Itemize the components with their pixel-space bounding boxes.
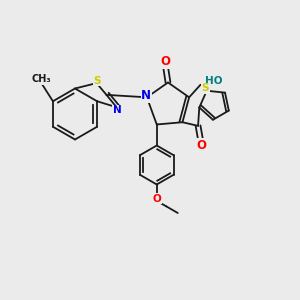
Text: S: S	[94, 76, 101, 86]
Text: O: O	[152, 194, 161, 204]
Text: N: N	[141, 89, 151, 102]
Text: N: N	[113, 105, 122, 115]
Text: S: S	[202, 83, 209, 93]
Text: HO: HO	[205, 76, 223, 86]
Text: O: O	[196, 139, 206, 152]
Text: O: O	[160, 55, 171, 68]
Text: CH₃: CH₃	[31, 74, 51, 84]
